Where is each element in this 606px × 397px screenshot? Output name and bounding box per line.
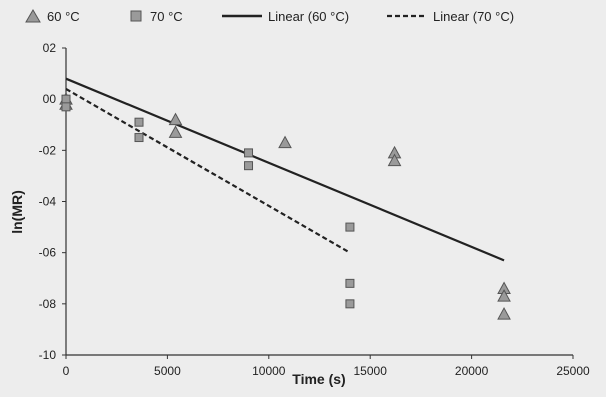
trendline-70c xyxy=(65,87,351,254)
y-tick-label: -04 xyxy=(39,195,57,209)
y-tick-label: -08 xyxy=(39,297,57,311)
x-tick-label: 5000 xyxy=(154,364,181,378)
trendline-60c xyxy=(65,77,505,262)
data-point-70c xyxy=(345,299,355,309)
data-points xyxy=(59,92,511,320)
x-tick-label: 25000 xyxy=(556,364,590,378)
x-axis-title: Time (s) xyxy=(292,371,345,387)
data-point-70c xyxy=(61,102,71,112)
y-tick-label: -06 xyxy=(39,246,57,260)
data-point-70c xyxy=(134,117,144,127)
legend-marker-60c xyxy=(25,9,41,23)
x-tick-label: 10000 xyxy=(252,364,286,378)
legend-label-60c: 60 °C xyxy=(47,9,80,24)
data-point-60c xyxy=(387,153,402,167)
data-point-60c xyxy=(497,289,511,302)
y-ticks: 02 00 -02 -04 -06 -08 -10 xyxy=(39,41,66,362)
legend: 60 °C 70 °C Linear (60 °C) Linear (70 °C… xyxy=(25,9,514,24)
legend-label-linear-70c: Linear (70 °C) xyxy=(433,9,514,24)
y-tick-label: -02 xyxy=(39,143,57,157)
x-tick-label: 15000 xyxy=(354,364,388,378)
y-tick-label: 00 xyxy=(43,92,57,106)
y-tick-label: -10 xyxy=(39,348,57,362)
data-point-60c xyxy=(278,135,292,149)
y-tick-label: 02 xyxy=(43,41,57,55)
data-point-70c xyxy=(244,161,254,171)
data-point-70c xyxy=(244,148,254,158)
data-point-60c xyxy=(497,307,511,320)
data-point-70c xyxy=(134,133,144,143)
x-ticks: 0 5000 10000 15000 20000 25000 xyxy=(63,355,590,378)
x-tick-label: 0 xyxy=(63,364,70,378)
y-axis-title: ln(MR) xyxy=(9,190,25,234)
data-point-70c xyxy=(345,278,355,288)
data-point-60c xyxy=(168,125,183,138)
data-point-70c xyxy=(61,94,71,104)
x-tick-label: 20000 xyxy=(455,364,489,378)
data-point-60c xyxy=(168,112,183,126)
legend-label-linear-60c: Linear (60 °C) xyxy=(268,9,349,24)
legend-marker-70c xyxy=(130,10,142,22)
legend-label-70c: 70 °C xyxy=(150,9,183,24)
trendlines xyxy=(65,77,505,262)
data-point-70c xyxy=(345,222,355,232)
